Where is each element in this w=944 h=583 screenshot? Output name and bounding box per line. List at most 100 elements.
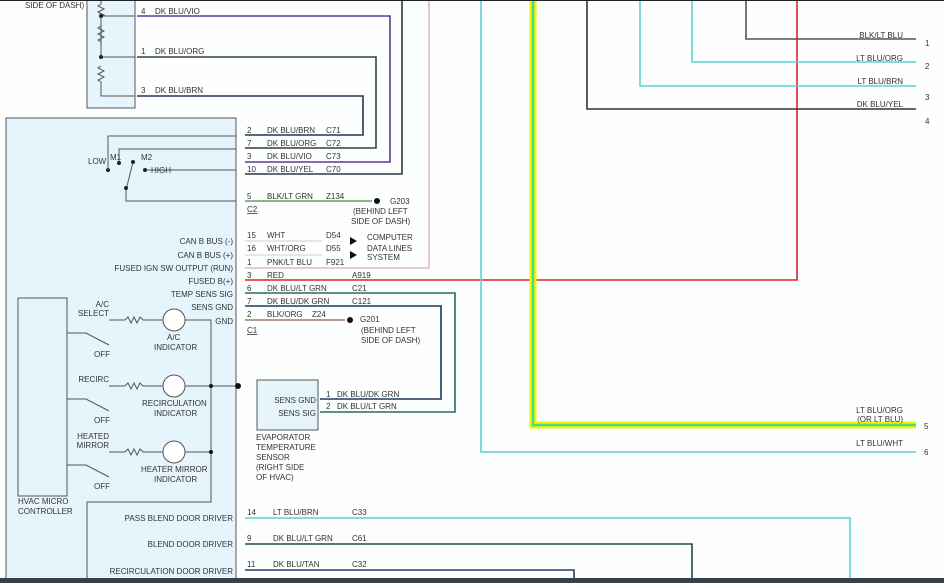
g201-loc: (BEHIND LEFT [361, 326, 416, 335]
svg-text:16: 16 [247, 244, 256, 253]
svg-text:DK BLU/LT GRN: DK BLU/LT GRN [273, 534, 333, 543]
wire-dk-blu-brn [137, 95, 364, 136]
svg-text:5: 5 [924, 422, 929, 431]
top-switch-box [86, 0, 136, 109]
wire-pnk-lt-blu [245, 0, 430, 269]
svg-text:SENS GND: SENS GND [191, 303, 233, 312]
svg-text:MIRROR: MIRROR [77, 441, 110, 450]
svg-text:SENS SIG: SENS SIG [278, 409, 316, 418]
svg-text:TEMP SENS SIG: TEMP SENS SIG [171, 290, 233, 299]
svg-text:LT BLU/BRN: LT BLU/BRN [858, 77, 904, 86]
data-lines-label: COMPUTER [367, 233, 413, 242]
indicator-lamps-icon [124, 308, 186, 464]
svg-text:C21: C21 [352, 284, 367, 293]
svg-text:3: 3 [247, 152, 252, 161]
svg-text:BLK/ORG: BLK/ORG [267, 310, 303, 319]
svg-text:1: 1 [247, 258, 252, 267]
wire-dk-blu-lt-grn [245, 292, 456, 413]
svg-text:3: 3 [141, 86, 146, 95]
c2-connector: 2 DK BLU/BRN C71 7 DK BLU/ORG C72 3 DK BLU/VI… [247, 126, 345, 214]
svg-text:F921: F921 [326, 258, 345, 267]
svg-text:C2: C2 [247, 205, 258, 214]
highlight-wire [529, 0, 916, 429]
wire-lt-blu-wht [480, 0, 916, 453]
svg-text:DK BLU/VIO: DK BLU/VIO [155, 7, 200, 16]
g203-loc: (BEHIND LEFT [353, 207, 408, 216]
ground-g203-icon [374, 198, 380, 204]
svg-text:C70: C70 [326, 165, 341, 174]
svg-text:SENS GND: SENS GND [274, 396, 316, 405]
svg-text:DK BLU/TAN: DK BLU/TAN [273, 560, 320, 569]
svg-text:C71: C71 [326, 126, 341, 135]
right-connector: BLK/LT BLU 1 LT BLU/ORG 2 LT BLU/BRN 3 DK B… [856, 31, 930, 126]
svg-text:1: 1 [925, 39, 930, 48]
svg-text:14: 14 [247, 508, 256, 517]
ground-g201-icon [347, 317, 353, 323]
data-lines-label3: SYSTEM [367, 253, 400, 262]
data-lines-label2: DATA LINES [367, 244, 412, 253]
c1-connector: CAN B BUS (-)15 WHT D54 CAN B BUS (+)16 WHT… [114, 231, 371, 335]
svg-text:OFF: OFF [94, 482, 110, 491]
svg-text:OFF: OFF [94, 416, 110, 425]
door-driver-connector: PASS BLEND DOOR DRIVER 14 LT BLU/BRN C33 BL… [110, 508, 368, 576]
svg-text:RECIRC: RECIRC [78, 375, 109, 384]
svg-text:DK BLU/YEL: DK BLU/YEL [857, 100, 904, 109]
svg-text:15: 15 [247, 231, 256, 240]
wire-dk-blu-yel [245, 0, 403, 175]
svg-text:Z24: Z24 [312, 310, 326, 319]
svg-text:4: 4 [925, 117, 930, 126]
svg-text:4: 4 [141, 7, 146, 16]
top-switch-pins: 4 DK BLU/VIO 1 DK BLU/ORG 3 DK BLU/BRN [141, 7, 204, 95]
svg-text:SENSOR: SENSOR [256, 453, 290, 462]
svg-text:DK BLU/DK GRN: DK BLU/DK GRN [267, 297, 329, 306]
svg-text:5: 5 [247, 192, 252, 201]
svg-text:PNK/LT BLU: PNK/LT BLU [267, 258, 312, 267]
svg-text:RECIRCULATION: RECIRCULATION [142, 399, 207, 408]
svg-text:DK BLU/YEL: DK BLU/YEL [267, 165, 314, 174]
svg-text:C73: C73 [326, 152, 341, 161]
svg-text:(RIGHT SIDE: (RIGHT SIDE [256, 463, 304, 472]
svg-text:LT BLU/WHT: LT BLU/WHT [856, 439, 903, 448]
svg-text:INDICATOR: INDICATOR [154, 409, 197, 418]
svg-text:OFF: OFF [94, 350, 110, 359]
svg-text:C72: C72 [326, 139, 341, 148]
data-line-arrows-icon [350, 237, 357, 259]
svg-text:9: 9 [247, 534, 252, 543]
svg-text:CAN B BUS (-): CAN B BUS (-) [180, 237, 234, 246]
g203-label: G203 [390, 197, 410, 206]
wire-dk-blu-org [137, 56, 377, 149]
g203-loc2: SIDE OF DASH) [351, 217, 410, 226]
svg-text:WHT: WHT [267, 231, 285, 240]
svg-text:BLK/LT BLU: BLK/LT BLU [859, 31, 903, 40]
evaporator-sensor-box [256, 379, 319, 431]
blower-switch [107, 135, 236, 202]
wire-blk-lt-blu [745, 0, 916, 40]
svg-text:CAN B BUS (+): CAN B BUS (+) [178, 251, 234, 260]
svg-text:HVAC MICRO: HVAC MICRO [18, 497, 69, 506]
svg-text:DK BLU/LT GRN: DK BLU/LT GRN [267, 284, 327, 293]
svg-text:FUSED IGN SW OUTPUT (RUN): FUSED IGN SW OUTPUT (RUN) [114, 264, 233, 273]
svg-text:SELECT: SELECT [78, 309, 109, 318]
svg-text:A/C: A/C [167, 333, 181, 342]
svg-text:HEATER MIRROR: HEATER MIRROR [141, 465, 208, 474]
svg-text:DK BLU/DK GRN: DK BLU/DK GRN [337, 390, 399, 399]
wire-dk-blu-lt-grn-door [245, 543, 693, 583]
partial-label: SIDE OF DASH) [25, 1, 84, 10]
svg-text:BLEND DOOR DRIVER: BLEND DOOR DRIVER [148, 540, 234, 549]
svg-text:C33: C33 [352, 508, 367, 517]
svg-text:RECIRCULATION DOOR DRIVER: RECIRCULATION DOOR DRIVER [110, 567, 234, 576]
controller-labels: A/C SELECT OFF A/C INDICATOR RECIRC OFF … [18, 300, 208, 516]
svg-text:2: 2 [326, 402, 331, 411]
svg-text:BLK/LT GRN: BLK/LT GRN [267, 192, 313, 201]
svg-text:2: 2 [247, 310, 252, 319]
svg-text:11: 11 [247, 560, 256, 569]
svg-text:(OR LT BLU): (OR LT BLU) [857, 415, 903, 424]
svg-text:RED: RED [267, 271, 284, 280]
evaporator-sensor-labels: SENS GND SENS SIG 1 DK BLU/DK GRN 2 DK BLU… [256, 390, 399, 482]
svg-text:1: 1 [141, 47, 146, 56]
svg-text:3: 3 [247, 271, 252, 280]
wire-lt-blu-brn [245, 517, 851, 583]
svg-text:D54: D54 [326, 231, 341, 240]
right-connector-lower: LT BLU/ORG(OR LT BLU) 5 LT BLU/WHT 6 [856, 406, 929, 457]
